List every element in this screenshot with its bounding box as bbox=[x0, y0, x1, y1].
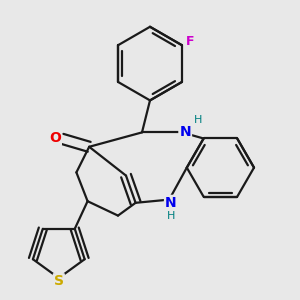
Text: N: N bbox=[165, 196, 177, 210]
Text: H: H bbox=[167, 211, 175, 221]
Text: N: N bbox=[179, 125, 191, 139]
Text: S: S bbox=[54, 274, 64, 288]
Text: O: O bbox=[49, 131, 61, 145]
Text: F: F bbox=[186, 35, 194, 49]
Text: H: H bbox=[194, 115, 202, 125]
